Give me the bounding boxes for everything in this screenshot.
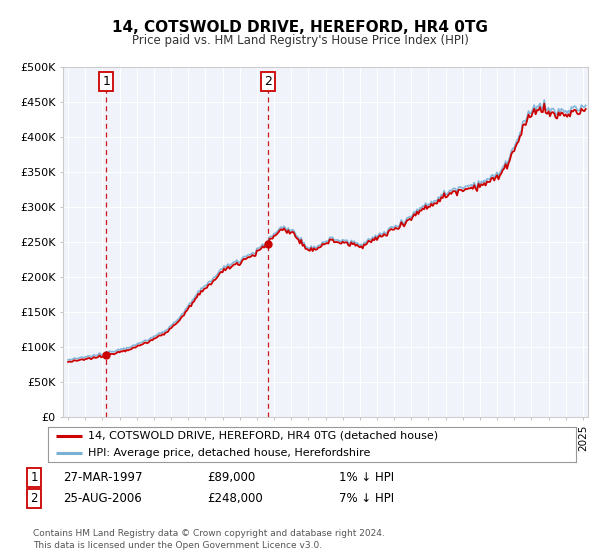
Text: 14, COTSWOLD DRIVE, HEREFORD, HR4 0TG (detached house): 14, COTSWOLD DRIVE, HEREFORD, HR4 0TG (d… <box>88 431 438 441</box>
Text: 1: 1 <box>103 74 110 88</box>
Text: 1% ↓ HPI: 1% ↓ HPI <box>339 470 394 484</box>
Text: 27-MAR-1997: 27-MAR-1997 <box>63 470 143 484</box>
Text: 14, COTSWOLD DRIVE, HEREFORD, HR4 0TG: 14, COTSWOLD DRIVE, HEREFORD, HR4 0TG <box>112 20 488 35</box>
Text: 7% ↓ HPI: 7% ↓ HPI <box>339 492 394 505</box>
Text: 2: 2 <box>264 74 272 88</box>
Text: Contains HM Land Registry data © Crown copyright and database right 2024.
This d: Contains HM Land Registry data © Crown c… <box>33 529 385 550</box>
Text: HPI: Average price, detached house, Herefordshire: HPI: Average price, detached house, Here… <box>88 448 370 458</box>
Text: £89,000: £89,000 <box>207 470 255 484</box>
Text: £248,000: £248,000 <box>207 492 263 505</box>
Text: Price paid vs. HM Land Registry's House Price Index (HPI): Price paid vs. HM Land Registry's House … <box>131 34 469 46</box>
Text: 2: 2 <box>31 492 38 505</box>
Text: 1: 1 <box>31 470 38 484</box>
Text: 25-AUG-2006: 25-AUG-2006 <box>63 492 142 505</box>
